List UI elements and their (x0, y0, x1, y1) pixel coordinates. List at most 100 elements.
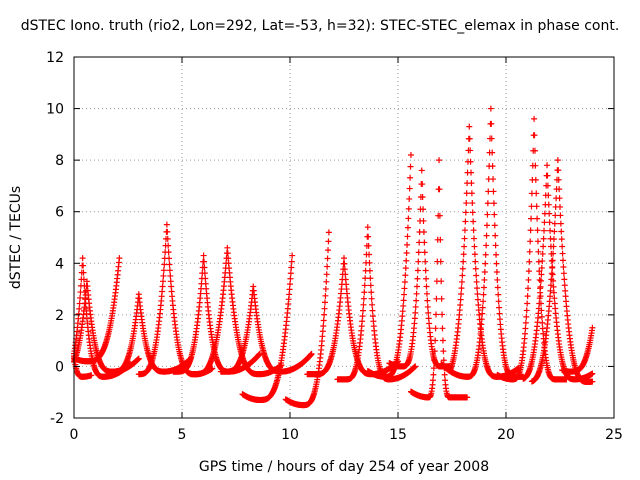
data-point (407, 151, 414, 158)
x-tick-label: 0 (70, 427, 79, 443)
data-point (81, 289, 88, 296)
data-point (439, 337, 446, 344)
data-point (404, 233, 411, 240)
data-point (551, 300, 558, 307)
data-point (424, 303, 431, 310)
data-point (321, 305, 328, 312)
data-point (166, 267, 173, 274)
data-point (466, 123, 473, 130)
data-point (423, 283, 430, 290)
data-point (550, 243, 557, 250)
y-tick-label: 12 (46, 50, 64, 66)
data-point (492, 232, 499, 239)
data-point (224, 244, 231, 251)
data-point (560, 270, 567, 277)
data-point (463, 190, 470, 197)
data-point (436, 212, 443, 219)
data-point (474, 291, 481, 298)
data-points (71, 105, 596, 409)
data-point (421, 249, 428, 256)
data-point (482, 260, 489, 267)
data-point (491, 222, 498, 229)
data-point (402, 265, 409, 272)
data-point (166, 261, 173, 268)
data-point (421, 239, 428, 246)
data-point (405, 205, 412, 212)
data-point (405, 215, 412, 222)
data-point (559, 250, 566, 257)
data-point (544, 162, 551, 169)
data-point (80, 262, 87, 269)
data-point (494, 276, 501, 283)
data-point (458, 278, 465, 285)
data-point (437, 258, 444, 265)
data-point (407, 174, 414, 181)
data-point (481, 276, 488, 283)
data-point (457, 296, 464, 303)
data-point (528, 203, 535, 210)
data-point (546, 298, 553, 305)
data-point (496, 304, 503, 311)
data-point (544, 182, 551, 189)
data-point (539, 250, 546, 257)
data-point (458, 291, 465, 298)
series-21 (559, 324, 596, 375)
data-point (88, 372, 95, 379)
data-point (433, 311, 440, 318)
data-point (319, 328, 326, 335)
data-point (549, 257, 556, 264)
data-point (457, 301, 464, 308)
data-point (438, 295, 445, 302)
data-point (479, 310, 486, 317)
series-7 (187, 244, 285, 378)
data-point (464, 394, 471, 401)
data-point (478, 316, 485, 323)
data-point (361, 289, 368, 296)
data-point (414, 267, 421, 274)
data-point (160, 272, 167, 279)
data-point (544, 172, 551, 179)
data-point (490, 200, 497, 207)
data-point (559, 243, 566, 250)
data-point (341, 266, 348, 273)
data-point (342, 271, 349, 278)
data-point (557, 220, 564, 227)
series-17 (438, 105, 527, 380)
series-8 (217, 283, 315, 375)
data-point (432, 337, 439, 344)
x-tick-label: 15 (389, 427, 407, 443)
data-point (365, 233, 372, 240)
series-6 (170, 252, 263, 375)
data-point (287, 281, 293, 288)
data-point (167, 272, 174, 279)
data-point (589, 378, 596, 385)
data-point (323, 271, 330, 278)
data-point (524, 300, 531, 307)
data-point (362, 275, 369, 282)
data-point (456, 307, 463, 314)
y-tick-label: -2 (50, 411, 64, 427)
series-18 (494, 115, 570, 383)
data-point (552, 212, 559, 219)
y-axis-ticks: -2 0 2 4 6 8 10 12 (46, 50, 614, 427)
data-point (547, 287, 554, 294)
data-point (418, 167, 425, 174)
data-point (429, 377, 436, 384)
data-point (555, 167, 562, 174)
data-point (462, 218, 469, 225)
data-point (524, 293, 531, 300)
data-point (458, 285, 465, 292)
data-point (202, 275, 209, 282)
data-point (360, 295, 367, 302)
data-point (535, 305, 542, 312)
data-point (321, 311, 328, 318)
data-point (430, 365, 437, 372)
data-point (479, 304, 486, 311)
data-point (341, 260, 348, 267)
data-point (492, 242, 499, 249)
data-point (493, 268, 500, 275)
data-point (164, 235, 171, 242)
data-point (75, 310, 82, 317)
data-point (472, 258, 479, 265)
series-16 (446, 123, 522, 380)
